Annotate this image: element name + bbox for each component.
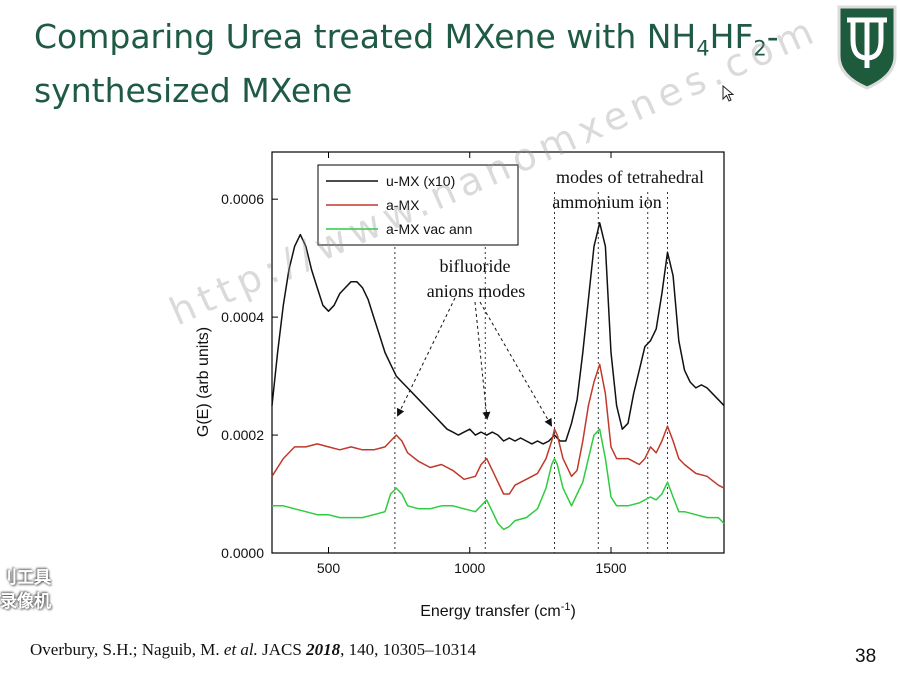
annotation-arrow xyxy=(474,301,491,420)
y-tick-label: 0.0004 xyxy=(221,309,264,325)
legend-label: u-MX (x10) xyxy=(386,173,455,189)
annotation-label: ammonium ion xyxy=(552,192,662,212)
citation-authors: Overbury, S.H.; Naguib, M. xyxy=(30,640,224,659)
citation-etal: et al. xyxy=(223,640,258,659)
title-text-part: HF xyxy=(709,17,754,56)
annotation-arrow xyxy=(397,297,456,417)
title-subscript: 2 xyxy=(753,36,767,61)
legend: u-MX (x10) a-MX a-MX vac ann xyxy=(317,164,519,246)
legend-label: a-MX vac ann xyxy=(386,221,472,237)
watermark-line: 录像机 xyxy=(0,592,51,612)
title-text-part: - xyxy=(766,17,779,56)
series-line xyxy=(272,428,725,531)
annotation-label: bifluoride xyxy=(440,256,511,276)
watermark-line: 刂工具 xyxy=(0,568,51,588)
citation: Overbury, S.H.; Naguib, M. et al. JACS 2… xyxy=(30,640,476,660)
plot-frame xyxy=(271,151,725,554)
series-line xyxy=(271,363,725,495)
recorder-watermark: 刂工具 录像机 xyxy=(0,566,70,616)
citation-rest: , 140, 10305–10314 xyxy=(340,640,477,659)
y-axis-label: G(E) (arb units) xyxy=(195,327,212,437)
university-shield-logo xyxy=(837,5,897,90)
title-text-part: Comparing Urea treated MXene with NH xyxy=(34,17,697,56)
x-tick-label: 1000 xyxy=(454,560,485,576)
x-tick-label: 1500 xyxy=(595,560,626,576)
legend-label: a-MX xyxy=(386,197,420,213)
annotation-arrow xyxy=(479,301,552,427)
annotation-label: modes of tetrahedral xyxy=(556,167,704,187)
title-subscript: 4 xyxy=(696,36,710,61)
citation-journal: JACS xyxy=(257,640,307,659)
y-tick-label: 0.0000 xyxy=(221,545,264,561)
y-tick-label: 0.0006 xyxy=(221,191,264,207)
x-axis-label: Energy transfer (cm-1) xyxy=(420,601,576,620)
series-line xyxy=(271,222,725,445)
y-tick-label: 0.0002 xyxy=(221,427,264,443)
slide-title: Comparing Urea treated MXene with NH4HF2… xyxy=(34,16,824,112)
slide-number: 38 xyxy=(855,646,877,667)
title-text-line2: synthesized MXene xyxy=(34,70,353,110)
mouse-pointer-icon xyxy=(722,85,735,102)
citation-year: 2018 xyxy=(306,640,341,659)
annotation-label: anions modes xyxy=(427,281,526,301)
x-tick-label: 500 xyxy=(317,560,341,576)
